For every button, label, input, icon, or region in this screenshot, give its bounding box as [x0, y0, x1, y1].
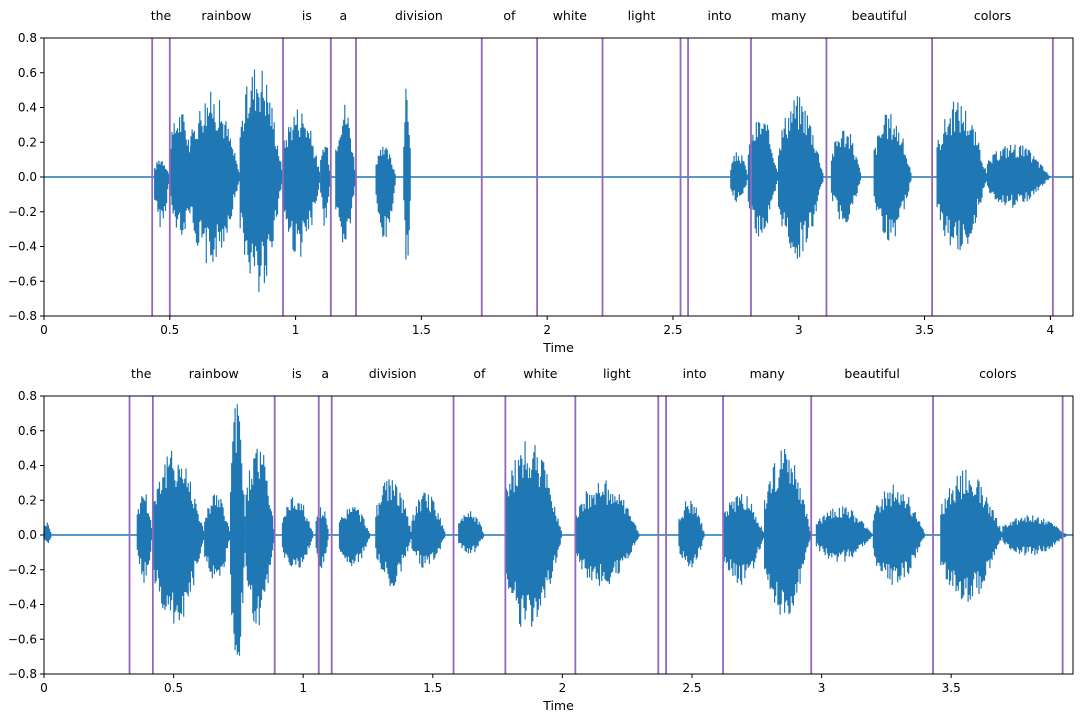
x-tick-label: 0.5	[160, 323, 179, 337]
waveform-segment	[136, 494, 153, 583]
y-tick-label: 0.6	[18, 66, 37, 80]
waveform-segment	[936, 101, 987, 251]
x-tick-label: 1	[299, 681, 307, 695]
word-label: white	[553, 8, 588, 23]
waveform-segment	[204, 494, 231, 579]
x-tick-label: 3.5	[915, 323, 934, 337]
x-axis-label: Time	[542, 698, 574, 713]
x-tick-label: 2	[559, 681, 567, 695]
waveform-segment	[873, 114, 912, 241]
y-tick-label: 0.4	[18, 101, 37, 115]
y-tick-label: −0.2	[8, 563, 37, 577]
y-tick-label: −0.8	[8, 309, 37, 323]
y-tick-label: −0.8	[8, 667, 37, 681]
waveform-segment	[504, 441, 562, 627]
waveform-segment	[230, 404, 246, 656]
word-label: beautiful	[852, 8, 907, 23]
waveform-segment	[43, 522, 52, 544]
x-tick-label: 3	[795, 323, 803, 337]
y-tick-label: −0.4	[8, 240, 37, 254]
y-tick-label: 0.8	[18, 31, 37, 45]
x-tick-label: 0	[40, 681, 48, 695]
word-label: into	[683, 366, 707, 381]
word-label: light	[603, 366, 631, 381]
word-label: into	[708, 8, 732, 23]
chart-panel-2: the rainbow is a division of white light into man…	[8, 366, 1074, 713]
waveform-segment	[764, 449, 811, 615]
y-tick-label: −0.2	[8, 205, 37, 219]
waveform-segment	[458, 511, 485, 554]
waveform-segment	[678, 500, 705, 568]
waveform-segment	[872, 484, 925, 585]
waveform-segment	[375, 146, 396, 237]
waveform-segment	[722, 494, 765, 585]
x-tick-label: 0	[40, 323, 48, 337]
waveform-segment	[152, 450, 205, 624]
waveform-segment	[403, 88, 411, 260]
x-tick-label: 1.5	[412, 323, 431, 337]
word-label: many	[750, 366, 786, 381]
word-label: many	[771, 8, 807, 23]
y-tick-label: −0.6	[8, 632, 37, 646]
waveform-segment	[940, 469, 1003, 602]
waveform-segment	[815, 506, 873, 562]
y-tick-label: 0.2	[18, 135, 37, 149]
y-tick-label: 0.6	[18, 424, 37, 438]
waveform-segment	[1002, 515, 1068, 556]
x-tick-label: 0.5	[164, 681, 183, 695]
y-tick-label: 0.0	[18, 528, 37, 542]
word-label: the	[151, 8, 172, 23]
waveform-segment	[830, 130, 862, 223]
y-tick-label: −0.6	[8, 274, 37, 288]
waveform-segment	[730, 152, 748, 202]
word-label: division	[369, 366, 417, 381]
x-tick-label: 2.5	[663, 323, 682, 337]
y-tick-label: 0.2	[18, 493, 37, 507]
waveform-segment	[239, 69, 283, 292]
waveform-segment	[338, 507, 371, 566]
waveform-segment	[574, 480, 640, 586]
chart-panel-1: the rainbow is a division of white light into man…	[8, 8, 1074, 355]
word-label: rainbow	[201, 8, 251, 23]
waveform-segment	[281, 497, 314, 568]
word-label: of	[503, 8, 516, 23]
x-tick-label: 2	[543, 323, 551, 337]
word-label: is	[292, 366, 302, 381]
x-tick-label: 3.5	[942, 681, 961, 695]
x-tick-label: 2.5	[682, 681, 701, 695]
x-tick-label: 1	[292, 323, 300, 337]
x-tick-label: 4	[1047, 323, 1055, 337]
word-label: a	[321, 366, 329, 381]
waveform-segment	[375, 479, 412, 587]
waveform-segment	[778, 96, 824, 259]
word-label: beautiful	[844, 366, 899, 381]
y-tick-label: −0.4	[8, 598, 37, 612]
waveform-segment	[411, 492, 446, 568]
waveform-segment	[986, 144, 1050, 208]
word-label: a	[340, 8, 348, 23]
word-label: of	[473, 366, 486, 381]
waveform-segment	[245, 448, 275, 626]
waveform-segment	[747, 121, 779, 237]
word-label: colors	[979, 366, 1016, 381]
word-label: rainbow	[189, 366, 239, 381]
x-tick-label: 1.5	[423, 681, 442, 695]
word-label: white	[523, 366, 558, 381]
word-label: is	[302, 8, 312, 23]
waveform-segment	[335, 104, 356, 243]
y-tick-label: 0.8	[18, 389, 37, 403]
x-tick-label: 3	[818, 681, 826, 695]
waveform-segment	[189, 91, 240, 264]
word-label: colors	[974, 8, 1011, 23]
waveform-segment	[154, 160, 170, 228]
y-tick-label: 0.4	[18, 459, 37, 473]
word-label: the	[131, 366, 152, 381]
y-tick-label: 0.0	[18, 170, 37, 184]
x-axis-label: Time	[542, 340, 574, 355]
waveform-segment	[320, 146, 331, 226]
word-label: light	[628, 8, 656, 23]
word-label: division	[395, 8, 443, 23]
waveform-segment	[282, 109, 321, 257]
